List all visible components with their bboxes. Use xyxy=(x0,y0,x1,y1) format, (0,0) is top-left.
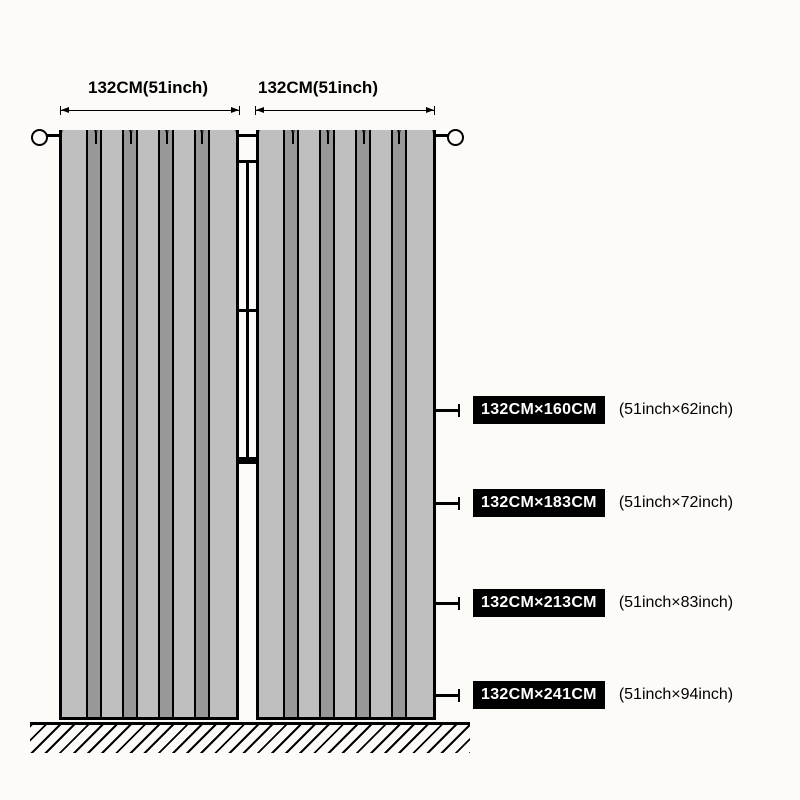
size-inches: (51inch×94inch) xyxy=(619,686,733,704)
size-badge: 132CM×213CM xyxy=(473,589,605,617)
size-tick-icon xyxy=(435,502,459,505)
width-label-left: 132CM(51inch) xyxy=(88,78,208,98)
size-tick-icon xyxy=(435,409,459,412)
size-option-2: 132CM×183CM (51inch×72inch) xyxy=(435,489,733,517)
size-tick-icon xyxy=(435,694,459,697)
curtain-panel-left xyxy=(59,130,239,720)
size-option-4: 132CM×241CM (51inch×94inch) xyxy=(435,681,733,709)
size-badge: 132CM×241CM xyxy=(473,681,605,709)
diagram-stage: 132CM(51inch) 132CM(51inch) 132CM×160CM (… xyxy=(0,0,800,800)
size-inches: (51inch×83inch) xyxy=(619,594,733,612)
width-label-right: 132CM(51inch) xyxy=(258,78,378,98)
width-dimension-right xyxy=(255,110,435,111)
size-tick-icon xyxy=(435,602,459,605)
size-badge: 132CM×183CM xyxy=(473,489,605,517)
size-option-1: 132CM×160CM (51inch×62inch) xyxy=(435,396,733,424)
curtain-panel-right xyxy=(256,130,436,720)
size-badge: 132CM×160CM xyxy=(473,396,605,424)
size-inches: (51inch×62inch) xyxy=(619,401,733,419)
size-option-3: 132CM×213CM (51inch×83inch) xyxy=(435,589,733,617)
size-inches: (51inch×72inch) xyxy=(619,494,733,512)
floor-hatch xyxy=(30,725,470,753)
width-dimension-left xyxy=(60,110,240,111)
